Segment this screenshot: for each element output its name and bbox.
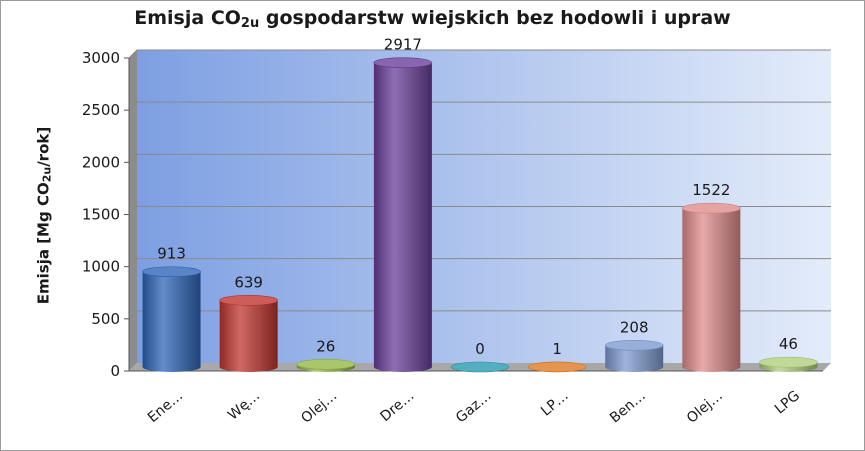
x-tick-label: Olej… <box>298 388 340 427</box>
x-tick-label: Ben… <box>607 388 649 427</box>
gridline-side <box>128 49 138 59</box>
data-label: 26 <box>316 337 335 355</box>
bar <box>219 295 278 373</box>
data-label: 46 <box>779 335 798 353</box>
chart-title: Emisja CO2u gospodarstw wiejskich bez ho… <box>134 7 731 31</box>
data-label: 2917 <box>384 36 422 54</box>
data-label: 0 <box>475 340 485 358</box>
x-tick-label: Gaz… <box>453 388 495 426</box>
y-tick-label: 500 <box>91 310 120 328</box>
x-tick-label: LPG <box>772 388 803 418</box>
data-label: 1 <box>552 340 562 358</box>
y-tick-label: 3000 <box>82 49 120 67</box>
y-tick-label: 0 <box>110 362 120 380</box>
bar <box>450 361 510 373</box>
data-label: 1522 <box>692 181 730 199</box>
bar <box>527 361 587 373</box>
bar <box>296 358 356 373</box>
x-tick-label: Wę… <box>225 388 263 424</box>
y-tick-label: 2000 <box>82 153 120 171</box>
data-label: 208 <box>620 318 649 336</box>
gridline-side <box>128 258 138 268</box>
gridline-side <box>128 153 138 163</box>
gridline-side <box>128 310 138 320</box>
x-tick-label: LP… <box>538 388 571 420</box>
bar <box>142 266 201 373</box>
x-tick-label: Ene… <box>145 388 186 426</box>
y-tick-label: 1500 <box>82 206 120 224</box>
data-label: 913 <box>157 245 186 263</box>
x-tick-label: Olej… <box>684 388 726 427</box>
bar <box>373 57 433 373</box>
bar <box>682 202 741 373</box>
bar <box>604 339 664 373</box>
x-tick-label: Dre… <box>377 388 417 425</box>
bar <box>759 356 818 373</box>
y-tick-label: 1000 <box>82 258 120 276</box>
data-label: 639 <box>234 273 263 291</box>
y-tick-label: 2500 <box>82 101 120 119</box>
gridline-side <box>128 101 138 111</box>
gridline-side <box>128 206 138 215</box>
